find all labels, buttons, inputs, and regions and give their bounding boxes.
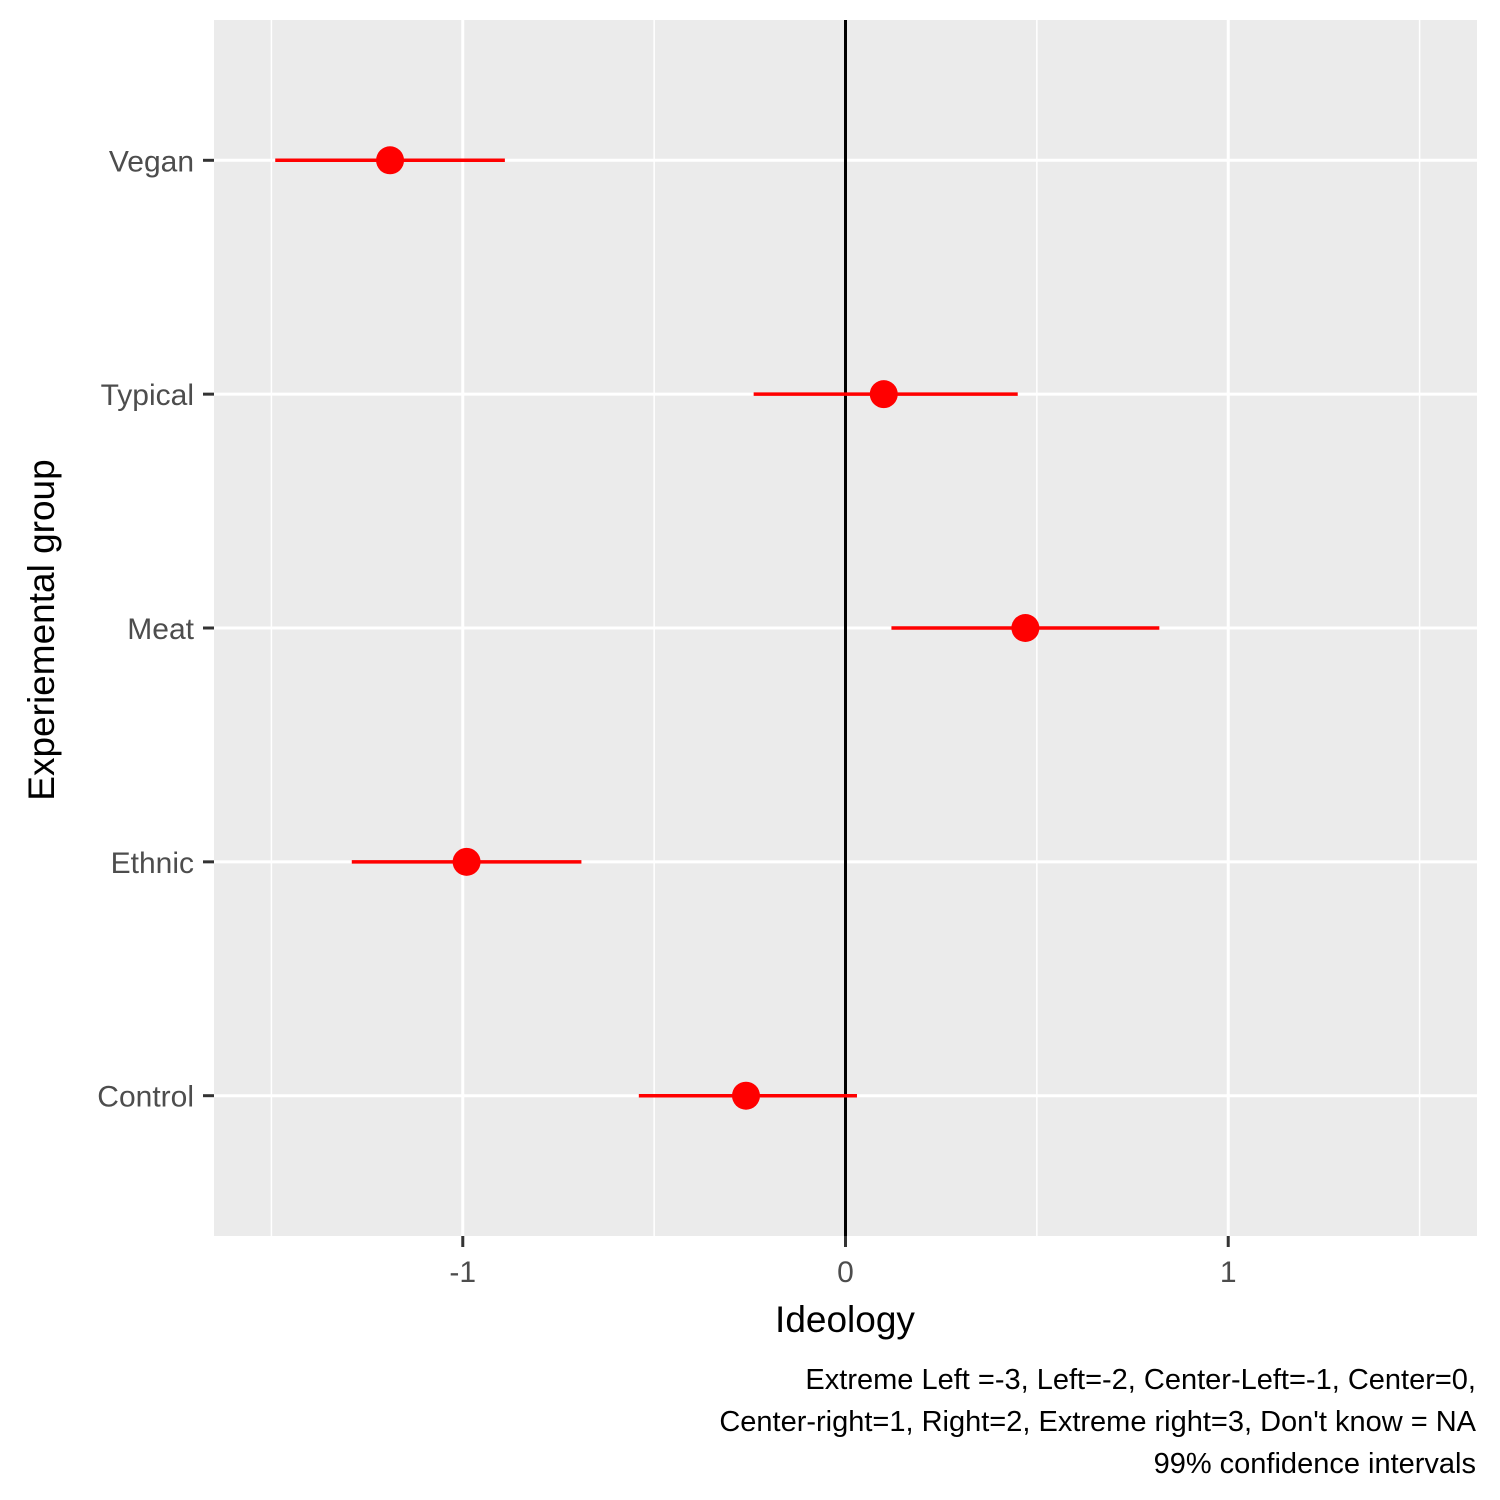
estimate-point — [376, 146, 405, 175]
y-tick-label: Ethnic — [111, 847, 194, 880]
y-axis: Control Ethnic Meat Typical Vegan — [97, 145, 214, 1114]
y-tick-label: Meat — [127, 613, 194, 646]
x-axis: -1 0 1 — [449, 1236, 1237, 1289]
x-tick-label: -1 — [449, 1256, 476, 1289]
x-tick-label: 1 — [1220, 1256, 1237, 1289]
caption-line-3: 99% confidence intervals — [1154, 1448, 1476, 1480]
y-tick-label: Vegan — [109, 145, 194, 178]
estimate-point — [1011, 614, 1040, 642]
estimate-point — [869, 380, 898, 409]
x-axis-title: Ideology — [775, 1299, 915, 1340]
estimate-marks — [275, 146, 1160, 1110]
y-axis-title: Experiemental group — [21, 459, 62, 800]
x-tick-label: 0 — [837, 1256, 854, 1289]
caption-line-1: Extreme Left =-3, Left=-2, Center-Left=-… — [805, 1364, 1476, 1396]
y-tick-label: Typical — [101, 379, 194, 412]
estimate-point — [452, 847, 481, 876]
caption-line-2: Center-right=1, Right=2, Extreme right=3… — [719, 1406, 1476, 1438]
estimate-point — [731, 1081, 760, 1110]
y-tick-label: Control — [97, 1081, 194, 1114]
